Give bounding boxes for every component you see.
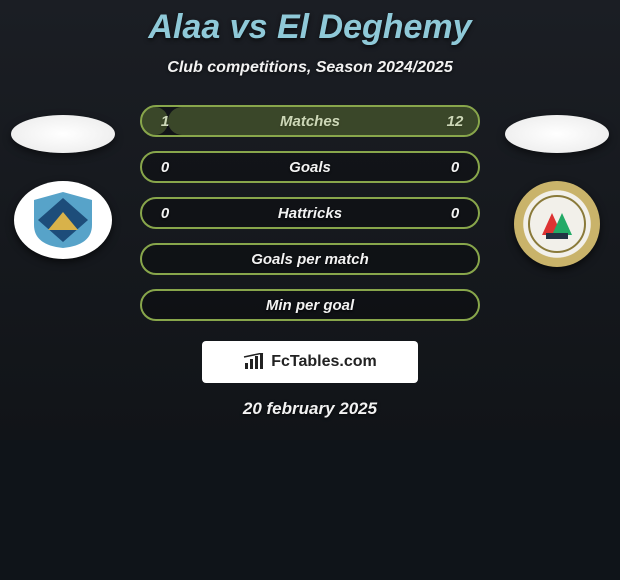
stat-row: 0 Goals 0: [140, 151, 480, 183]
pyramids-crest-icon: [24, 190, 102, 250]
branding-link[interactable]: FcTables.com: [202, 341, 418, 383]
player-left-silhouette: [11, 115, 115, 153]
right-player-column: [502, 115, 612, 267]
club-badge-left: [14, 181, 112, 259]
stat-label: Goals: [289, 159, 331, 176]
stats-list: 1 Matches 12 0 Goals 0 0 Hattricks 0 Goa…: [140, 105, 480, 321]
stat-right-value: 0: [444, 205, 466, 222]
page-title: Alaa vs El Deghemy: [0, 8, 620, 47]
subtitle: Club competitions, Season 2024/2025: [0, 59, 620, 77]
widget-container: Alaa vs El Deghemy Club competitions, Se…: [0, 0, 620, 440]
stat-row: 0 Hattricks 0: [140, 197, 480, 229]
stat-row: Min per goal: [140, 289, 480, 321]
bar-chart-icon: [243, 353, 265, 371]
stat-right-value: 0: [444, 159, 466, 176]
stat-label: Goals per match: [251, 251, 369, 268]
stat-label: Min per goal: [266, 297, 354, 314]
left-player-column: [8, 115, 118, 259]
branding-text: FcTables.com: [271, 353, 377, 371]
date-text: 20 february 2025: [0, 399, 620, 419]
stat-fill-left: [142, 107, 168, 135]
player-right-silhouette: [505, 115, 609, 153]
stat-row: 1 Matches 12: [140, 105, 480, 137]
stat-fill-right: [168, 107, 478, 135]
military-crest-icon: [522, 189, 592, 259]
stat-label: Hattricks: [278, 205, 342, 222]
stat-left-value: 0: [154, 159, 176, 176]
stat-left-value: 0: [154, 205, 176, 222]
stat-row: Goals per match: [140, 243, 480, 275]
club-badge-right: [514, 181, 600, 267]
